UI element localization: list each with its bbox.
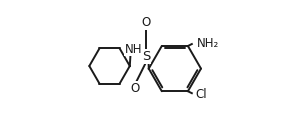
Text: Cl: Cl [195,88,207,101]
Text: O: O [141,16,151,29]
Text: NH₂: NH₂ [196,37,219,50]
Text: S: S [142,50,150,63]
Text: NH: NH [125,43,143,56]
Text: O: O [130,82,140,95]
